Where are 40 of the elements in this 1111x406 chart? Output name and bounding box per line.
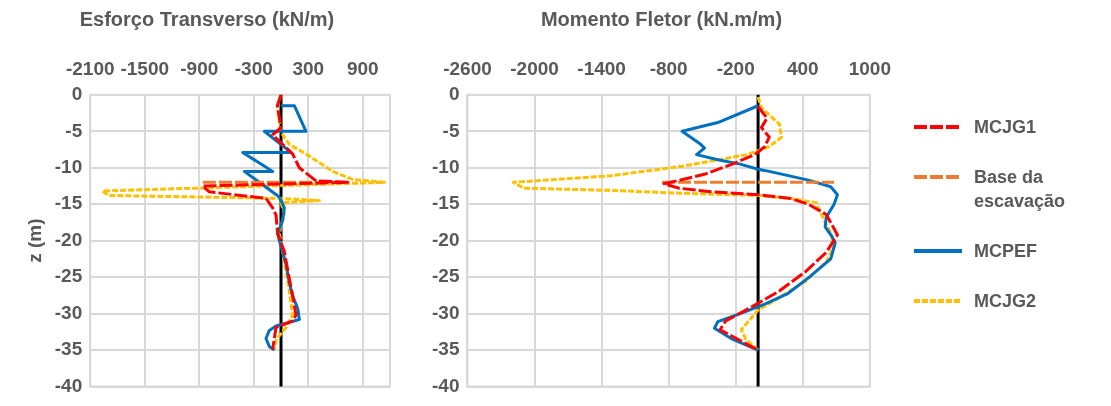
legend-label: MCJG1: [974, 116, 1037, 139]
y-tick-label: -40: [54, 374, 83, 396]
x-tick-label: -800: [649, 57, 688, 79]
x-tick-label: -2000: [510, 57, 559, 79]
y-tick-label: -15: [431, 192, 460, 214]
y-axis-title: z (m): [23, 218, 45, 263]
y-tick-label: -10: [431, 155, 460, 177]
y-tick-label: -20: [54, 228, 83, 250]
y-tick-label: -35: [431, 338, 460, 360]
legend-label: Base da escavação: [974, 166, 1067, 213]
y-tick-label: -25: [431, 265, 460, 287]
x-tick-label: -200: [716, 57, 755, 79]
x-tick-label: 300: [292, 57, 325, 79]
x-tick-label: -900: [180, 57, 219, 79]
y-tick-label: -30: [54, 301, 83, 323]
x-tick-label: -2100: [65, 57, 115, 79]
legend-label: MCPEF: [974, 240, 1038, 263]
y-tick-label: -30: [431, 301, 460, 323]
x-tick-label: 900: [346, 57, 379, 79]
y-tick-label: -5: [442, 119, 460, 141]
x-tick-label: 400: [786, 57, 819, 79]
chart-title: Esforço Transverso (kN/m): [79, 7, 335, 30]
y-tick-label: -25: [54, 265, 83, 287]
y-tick-label: -35: [54, 338, 83, 360]
legend-label: MCJG2: [974, 290, 1037, 313]
x-tick-label: -1400: [577, 57, 626, 79]
x-tick-label: -2600: [443, 57, 492, 79]
y-tick-label: -5: [65, 119, 83, 141]
y-tick-label: -40: [431, 374, 460, 396]
chart-title: Momento Fletor (kN.m/m): [540, 7, 783, 30]
line-series: [201, 94, 350, 351]
y-tick-label: 0: [448, 83, 460, 105]
x-tick-label: 1000: [848, 57, 892, 79]
y-tick-label: -20: [431, 228, 460, 250]
line-series: [511, 95, 836, 352]
y-tick-label: 0: [71, 83, 83, 105]
y-tick-label: -15: [54, 192, 83, 214]
x-tick-label: -1500: [120, 57, 170, 79]
y-tick-label: -10: [54, 155, 83, 177]
x-tick-label: -300: [234, 57, 273, 79]
